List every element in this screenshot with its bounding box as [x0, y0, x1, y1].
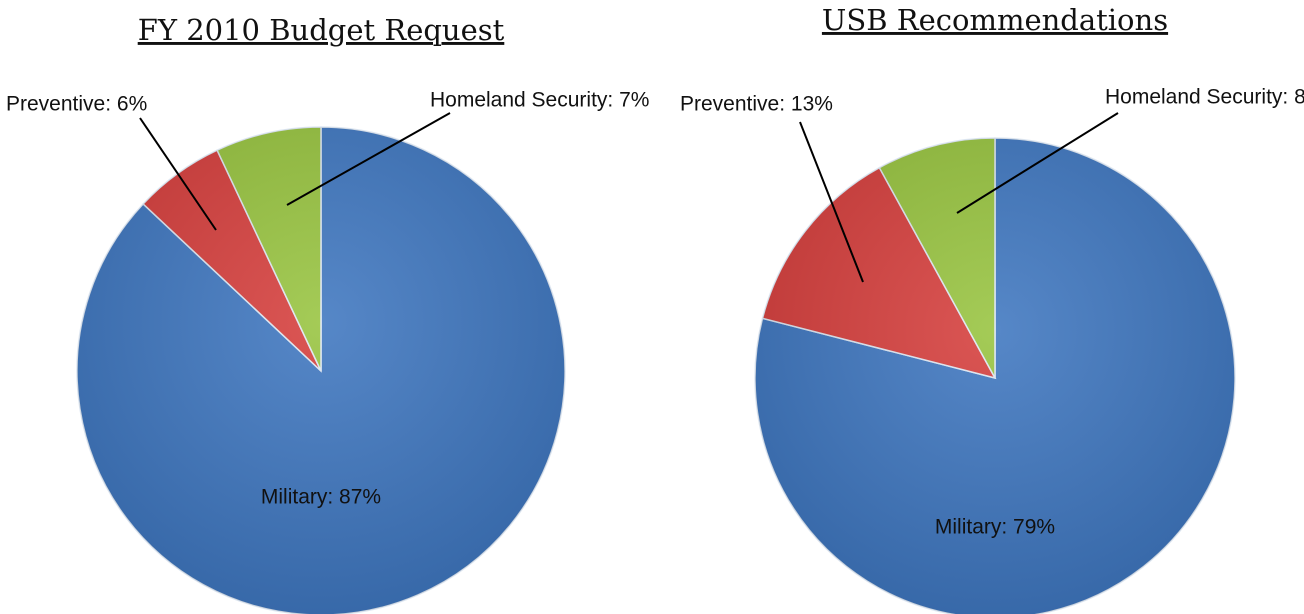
leader-line — [139, 117, 217, 231]
pie — [754, 137, 1236, 614]
chart-title: FY 2010 Budget Request — [138, 13, 505, 47]
data-label: Preventive: 13% — [680, 93, 833, 116]
data-label: Military: 87% — [261, 486, 381, 509]
leader-line — [286, 112, 451, 206]
data-label: Homeland Security: 8% — [1105, 86, 1304, 109]
data-label: Homeland Security: 7% — [430, 89, 649, 112]
data-label: Military: 79% — [935, 516, 1055, 539]
pie — [76, 126, 566, 614]
chart-title: USB Recommendations — [822, 3, 1168, 37]
data-label: Preventive: 6% — [6, 93, 147, 116]
leader-line — [799, 121, 864, 283]
leader-line — [956, 112, 1119, 214]
